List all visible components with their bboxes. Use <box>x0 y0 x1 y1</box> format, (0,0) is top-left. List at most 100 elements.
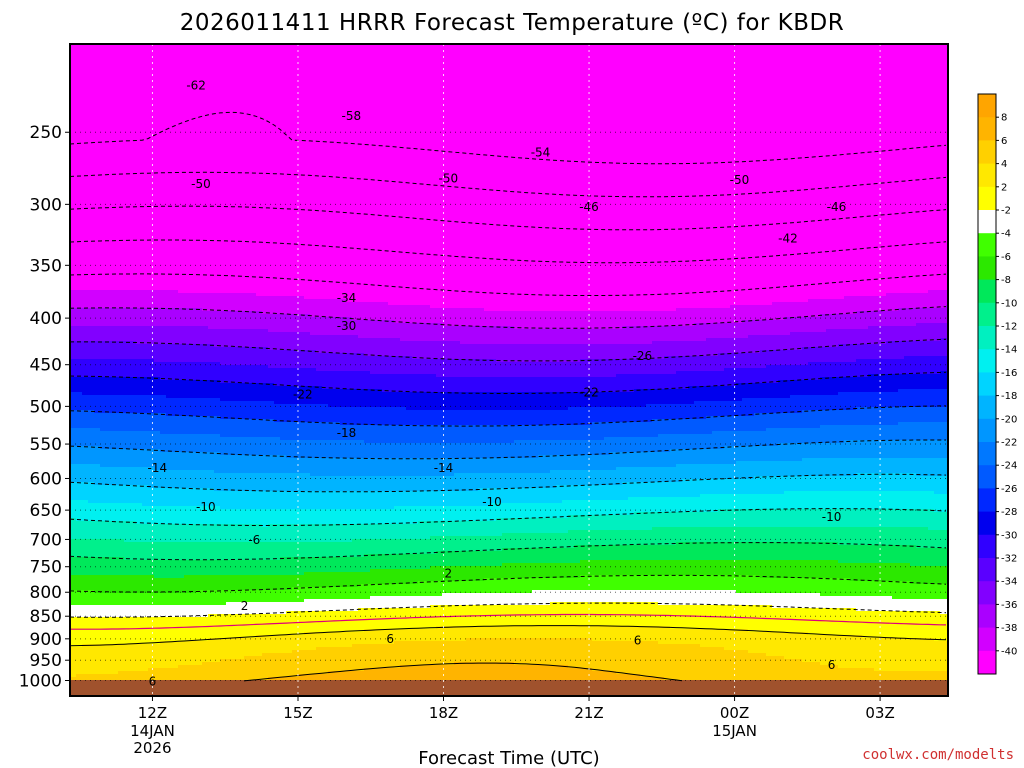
temp-cell <box>76 152 83 156</box>
temp-cell <box>124 335 131 339</box>
temp-cell <box>136 347 143 351</box>
temp-cell <box>166 80 173 84</box>
temp-cell <box>154 605 161 609</box>
temp-cell <box>184 392 191 396</box>
temp-cell <box>166 164 173 168</box>
temp-cell <box>130 275 137 279</box>
temp-cell <box>172 491 179 495</box>
temp-cell <box>82 212 89 216</box>
temp-cell <box>148 593 155 597</box>
temp-cell <box>76 347 83 351</box>
temp-cell <box>136 125 143 129</box>
temp-cell <box>166 437 173 441</box>
temp-cell <box>136 56 143 60</box>
temp-cell <box>130 53 137 57</box>
temp-cell <box>76 281 83 285</box>
temp-cell <box>130 395 137 399</box>
temp-cell <box>184 233 191 237</box>
temp-cell <box>88 413 95 417</box>
temp-cell <box>124 68 131 72</box>
temp-cell <box>178 338 185 342</box>
temp-cell <box>76 548 83 552</box>
temp-cell <box>76 623 83 627</box>
temp-cell <box>118 497 125 501</box>
ground-cell <box>178 680 185 684</box>
temp-cell <box>142 368 149 372</box>
temp-cell <box>166 635 173 639</box>
temp-cell <box>112 113 119 117</box>
temp-cell <box>106 371 113 375</box>
temp-cell <box>148 152 155 156</box>
temp-cell <box>118 461 125 465</box>
temp-cell <box>148 434 155 438</box>
temp-cell <box>160 191 167 195</box>
temp-cell <box>112 455 119 459</box>
temp-cell <box>148 662 155 666</box>
temp-cell <box>130 602 137 606</box>
temp-cell <box>148 182 155 186</box>
temp-cell <box>136 437 143 441</box>
temp-cell <box>100 50 107 54</box>
temp-cell <box>160 386 167 390</box>
temp-cell <box>166 89 173 93</box>
temp-cell <box>142 551 149 555</box>
temp-cell <box>172 530 179 534</box>
ground-cell <box>166 683 173 687</box>
temp-cell <box>94 104 101 108</box>
temp-cell <box>166 671 173 675</box>
temp-cell <box>154 200 161 204</box>
temp-cell <box>76 47 83 51</box>
temp-cell <box>142 533 149 537</box>
temp-cell <box>178 278 185 282</box>
temp-cell <box>148 86 155 90</box>
temp-cell <box>106 290 113 294</box>
temp-cell <box>184 542 191 546</box>
temp-cell <box>118 491 125 495</box>
temp-cell <box>118 266 125 270</box>
temp-cell <box>148 347 155 351</box>
temp-cell <box>148 104 155 108</box>
ground-cell <box>88 692 95 696</box>
temp-cell <box>172 647 179 651</box>
temp-cell <box>142 659 149 663</box>
temp-cell <box>130 290 137 294</box>
temp-cell <box>106 491 113 495</box>
temp-cell <box>94 56 101 60</box>
temp-cell <box>112 269 119 273</box>
temp-cell <box>118 656 125 660</box>
temp-cell <box>88 98 95 102</box>
temp-cell <box>94 200 101 204</box>
temp-cell <box>118 56 125 60</box>
temp-cell <box>106 572 113 576</box>
temp-cell <box>136 452 143 456</box>
ground-cell <box>130 689 137 693</box>
temp-cell <box>184 116 191 120</box>
temp-cell <box>118 620 125 624</box>
temp-cell <box>88 77 95 81</box>
temp-cell <box>124 113 131 117</box>
temp-cell <box>118 533 125 537</box>
temp-cell <box>154 578 161 582</box>
temp-cell <box>88 533 95 537</box>
temp-cell <box>148 503 155 507</box>
temp-cell <box>124 161 131 165</box>
temp-cell <box>178 104 185 108</box>
temp-cell <box>88 290 95 294</box>
temp-cell <box>82 209 89 213</box>
temp-cell <box>160 125 167 129</box>
temp-cell <box>166 410 173 414</box>
temp-cell <box>118 251 125 255</box>
temp-cell <box>142 47 149 51</box>
temp-cell <box>184 416 191 420</box>
temp-cell <box>130 587 137 591</box>
temp-cell <box>148 50 155 54</box>
temp-cell <box>124 569 131 573</box>
temp-cell <box>142 275 149 279</box>
temp-cell <box>154 401 161 405</box>
temp-cell <box>76 221 83 225</box>
temp-cell <box>100 194 107 198</box>
temp-cell <box>124 308 131 312</box>
temp-cell <box>118 632 125 636</box>
temp-cell <box>148 107 155 111</box>
temp-cell <box>148 89 155 93</box>
